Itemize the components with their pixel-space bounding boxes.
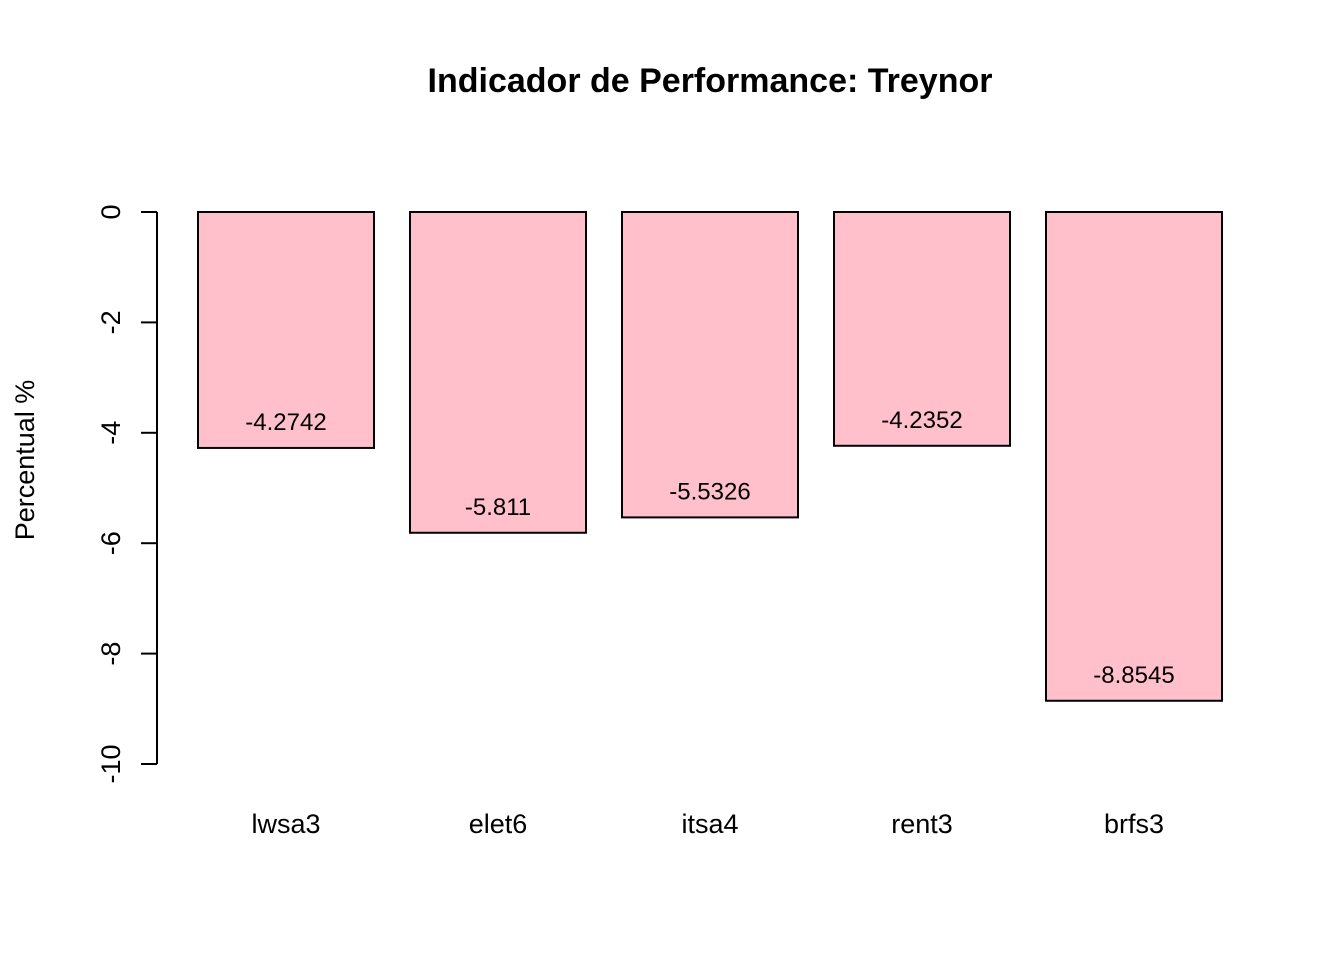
data-label-lwsa3: -4.2742 <box>245 409 326 436</box>
category-label-brfs3: brfs3 <box>1104 809 1164 839</box>
y-tick-label: -2 <box>96 310 126 334</box>
bar-itsa4 <box>621 211 799 519</box>
data-labels: -4.2742 -5.811 -5.5326 -4.2352 -8.8545 <box>245 407 1174 689</box>
y-tick-label: -8 <box>96 642 126 666</box>
bar-rent3 <box>833 211 1011 447</box>
category-label-elet6: elet6 <box>469 809 528 839</box>
y-axis: 0 -2 -4 -6 -8 -10 <box>96 204 158 784</box>
y-tick-label: -4 <box>96 421 126 445</box>
category-label-itsa4: itsa4 <box>681 809 738 839</box>
data-label-elet6: -5.811 <box>465 494 531 521</box>
bar-elet6 <box>409 211 587 534</box>
bar-brfs3 <box>1045 211 1223 702</box>
y-tick-label: 0 <box>96 204 126 219</box>
y-tick-label: -10 <box>96 744 126 783</box>
chart-title: Indicador de Performance: Treynor <box>428 62 993 100</box>
y-tick-label: -6 <box>96 531 126 555</box>
category-labels: lwsa3 elet6 itsa4 rent3 brfs3 <box>251 809 1164 839</box>
category-label-rent3: rent3 <box>891 809 953 839</box>
bar-lwsa3 <box>197 211 375 449</box>
data-label-rent3: -4.2352 <box>881 407 962 434</box>
category-label-lwsa3: lwsa3 <box>251 809 320 839</box>
y-axis-label: Percentual % <box>10 380 40 541</box>
data-label-brfs3: -8.8545 <box>1093 662 1174 689</box>
bars <box>197 211 1223 702</box>
data-label-itsa4: -5.5326 <box>669 478 750 505</box>
